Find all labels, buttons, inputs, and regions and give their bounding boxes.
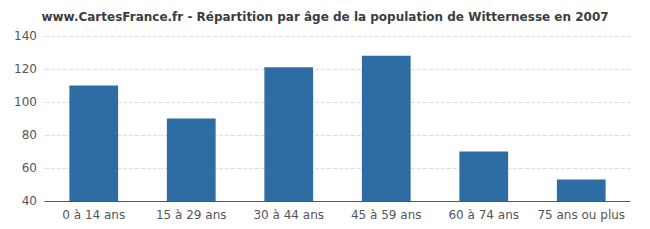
svg-text:140: 140: [14, 29, 37, 43]
svg-text:80: 80: [22, 128, 37, 142]
svg-text:30 à 44 ans: 30 à 44 ans: [253, 208, 324, 222]
svg-text:45 à 59 ans: 45 à 59 ans: [351, 208, 422, 222]
svg-text:60: 60: [22, 161, 37, 175]
svg-text:www.CartesFrance.fr - Répartit: www.CartesFrance.fr - Répartition par âg…: [41, 10, 608, 24]
svg-text:75 ans ou plus: 75 ans ou plus: [537, 208, 625, 222]
svg-text:60 à 74 ans: 60 à 74 ans: [448, 208, 519, 222]
svg-text:0 à 14 ans: 0 à 14 ans: [62, 208, 125, 222]
svg-text:15 à 29 ans: 15 à 29 ans: [156, 208, 227, 222]
svg-text:100: 100: [14, 95, 37, 109]
svg-text:120: 120: [14, 62, 37, 76]
svg-text:40: 40: [22, 194, 37, 208]
